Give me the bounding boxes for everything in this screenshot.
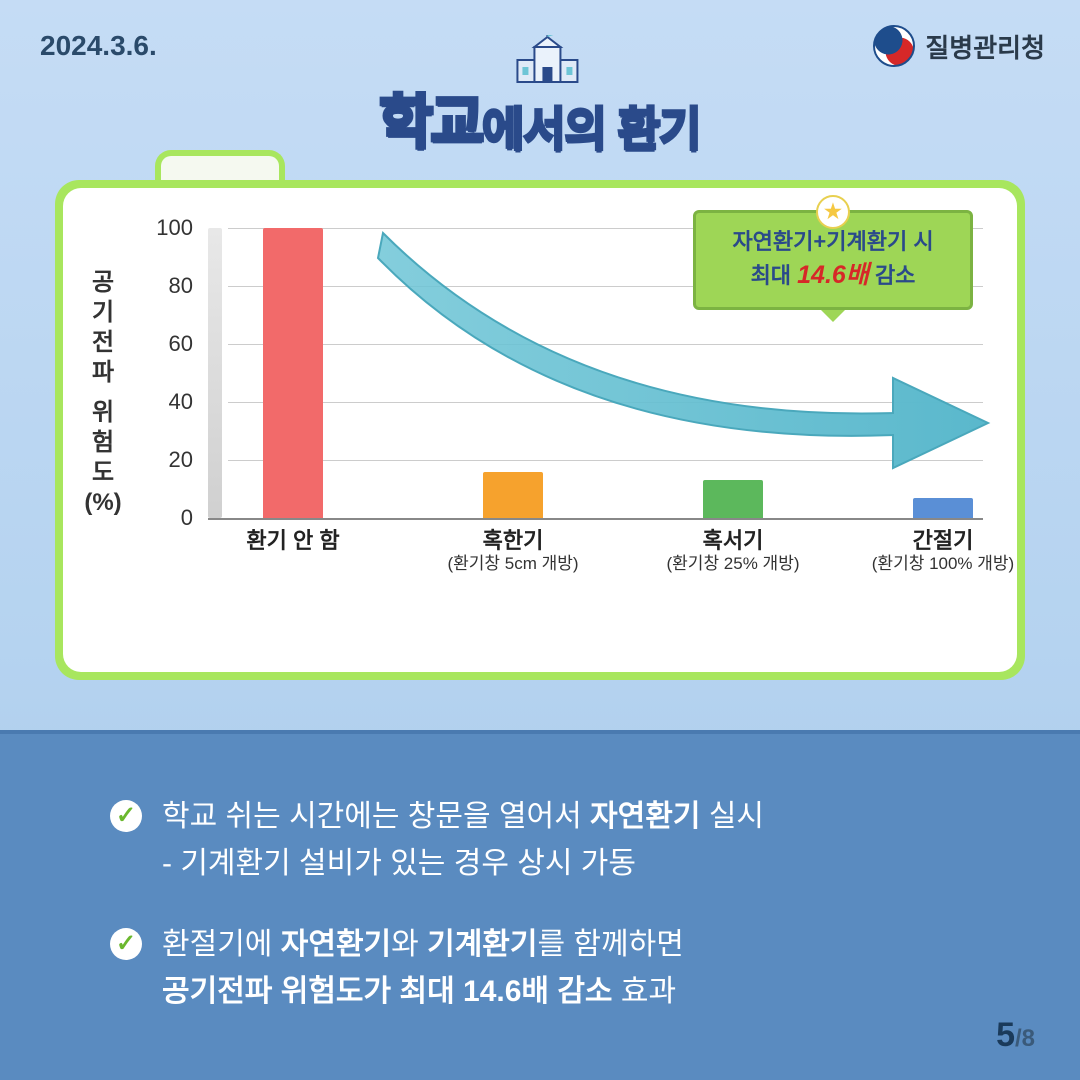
bar-chart: 공기전파위험도(%) 020406080100 환기 안 함혹한기(환기창 5c… <box>173 228 993 578</box>
bar <box>483 472 543 518</box>
x-category-label: 혹한기(환기창 5cm 개방) <box>413 528 613 575</box>
x-category-label: 환기 안 함 <box>193 528 393 554</box>
org-name: 질병관리청 <box>925 28 1045 65</box>
date-label: 2024.3.6. <box>40 30 157 62</box>
star-icon: ★ <box>816 195 850 229</box>
check-icon: ✓ <box>110 800 142 832</box>
bottom-panel: ✓ 학교 쉬는 시간에는 창문을 열어서 자연환기 실시- 기계환기 설비가 있는… <box>0 730 1080 1080</box>
folder-inner: 공기전파위험도(%) 0 20 40 60 80 100 환기 안 함 혹한기(환기창 5c… <box>63 188 1017 672</box>
y-tick-label: 100 <box>133 215 193 241</box>
chart-card: 공기전파위험도(%) 0 20 40 60 80 100 환기 안 함 혹한기(환기창 5c… <box>55 150 1025 680</box>
gridline <box>228 402 983 403</box>
callout-line1: 자연환기+기계환기 시 <box>706 227 960 258</box>
title-highlight: 학교 <box>379 75 482 159</box>
bar <box>703 480 763 518</box>
callout-box: ★ 자연환기+기계환기 시 최대 14.6배 감소 <box>693 210 973 310</box>
page-current: 5 <box>996 1016 1015 1054</box>
x-axis <box>208 518 983 520</box>
y-tick-label: 40 <box>133 389 193 415</box>
page-total: /8 <box>1015 1025 1035 1052</box>
folder-body: 공기전파위험도(%) 0 20 40 60 80 100 환기 안 함 혹한기(환기창 5c… <box>55 180 1025 680</box>
check-icon: ✓ <box>110 928 142 960</box>
y-axis-label: 공기전파위험도(%) <box>83 268 123 518</box>
y-tick-label: 80 <box>133 273 193 299</box>
gridline <box>228 344 983 345</box>
bullet-item: ✓ 환절기에 자연환기와 기계환기를 함께하면공기전파 위험도가 최대 14.6배… <box>110 922 970 1015</box>
bar <box>913 498 973 518</box>
callout-line2: 최대 14.6배 감소 <box>706 258 960 293</box>
y-axis <box>208 228 222 518</box>
y-tick-label: 60 <box>133 331 193 357</box>
x-category-label: 간절기(환기창 100% 개방) <box>843 528 1043 575</box>
school-icon <box>512 35 582 85</box>
org-logo-mark <box>873 25 915 67</box>
bar <box>263 228 323 518</box>
page-title: 학교 에서의 환기 <box>379 75 700 159</box>
page-indicator: 5/8 <box>996 1016 1035 1055</box>
bullet-item: ✓ 학교 쉬는 시간에는 창문을 열어서 자연환기 실시- 기계환기 설비가 있는… <box>110 794 970 887</box>
gridline <box>228 460 983 461</box>
y-tick-label: 0 <box>133 505 193 531</box>
bullet-text: 학교 쉬는 시간에는 창문을 열어서 자연환기 실시- 기계환기 설비가 있는 … <box>162 794 764 887</box>
bullet-text: 환절기에 자연환기와 기계환기를 함께하면공기전파 위험도가 최대 14.6배 … <box>162 922 684 1015</box>
y-tick-label: 20 <box>133 447 193 473</box>
x-category-label: 혹서기(환기창 25% 개방) <box>633 528 833 575</box>
org-logo: 질병관리청 <box>873 25 1045 67</box>
